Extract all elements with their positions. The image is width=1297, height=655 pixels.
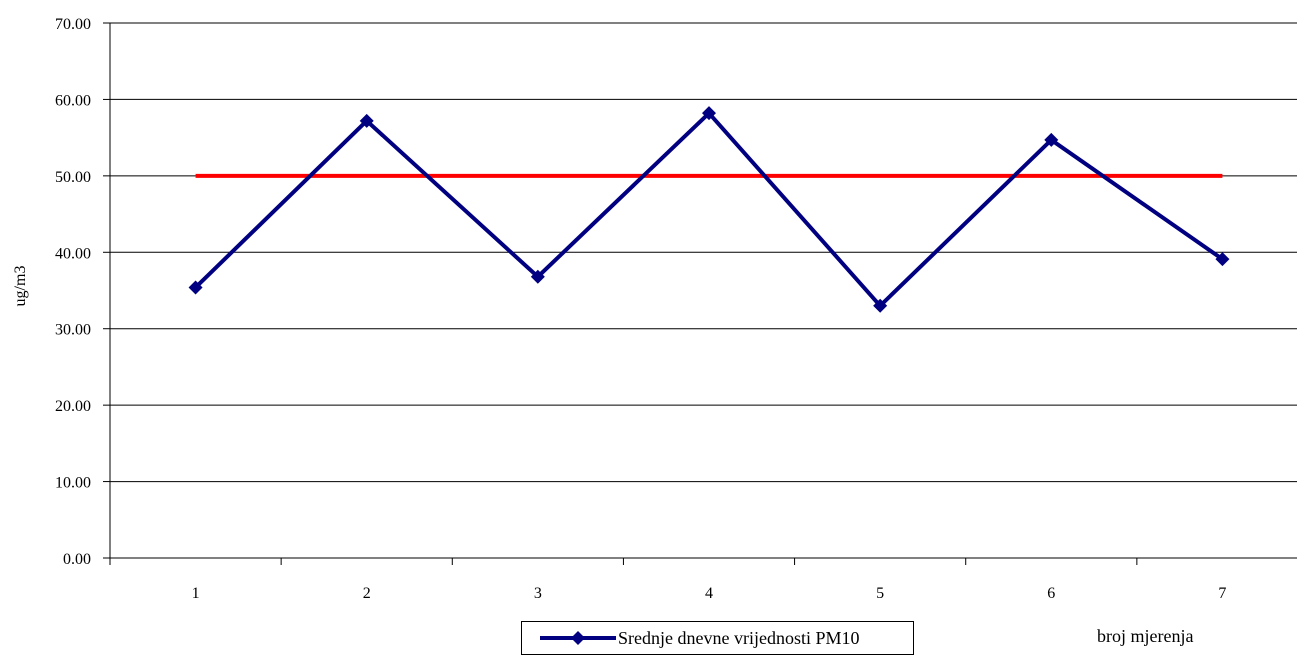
x-tick-label: 1 <box>192 585 200 602</box>
legend: Srednje dnevne vrijednosti PM10 <box>521 621 914 655</box>
x-tick-label: 4 <box>705 585 713 602</box>
data-point <box>530 269 545 284</box>
y-tick-label: 20.00 <box>55 398 91 415</box>
data-point <box>702 106 716 121</box>
data-point <box>1044 132 1059 147</box>
axes <box>103 22 1297 565</box>
data-point <box>188 280 203 295</box>
series-group <box>188 106 1230 313</box>
legend-series-swatch <box>540 628 616 648</box>
series-line-pm10 <box>194 111 1224 308</box>
gridlines <box>110 22 1297 483</box>
y-tick-labels: 0.00 10.00 20.00 30.00 40.00 50.00 60.00 70.00 <box>55 16 91 568</box>
y-tick-label: 60.00 <box>55 92 91 109</box>
y-tick-label: 10.00 <box>55 475 91 492</box>
legend-series-label: Srednje dnevne vrijednosti PM10 <box>618 627 860 648</box>
data-point <box>1215 252 1230 267</box>
x-tick-label: 3 <box>534 585 542 602</box>
x-tick-label: 2 <box>363 585 371 602</box>
y-tick-label: 50.00 <box>55 169 91 186</box>
x-tick-label: 6 <box>1047 585 1055 602</box>
x-tick-labels: 1 2 3 4 5 6 7 <box>192 585 1227 602</box>
y-tick-label: 40.00 <box>55 245 91 262</box>
y-tick-label: 0.00 <box>63 551 91 568</box>
data-point <box>873 298 888 313</box>
x-axis-title: broj mjerenja <box>1097 626 1194 646</box>
x-tick-label: 5 <box>876 585 884 602</box>
y-tick-label: 30.00 <box>55 322 91 339</box>
y-tick-label: 70.00 <box>55 16 91 33</box>
data-point <box>359 113 374 128</box>
y-axis-title: ug/m3 <box>12 266 29 307</box>
x-tick-label: 7 <box>1218 585 1226 602</box>
